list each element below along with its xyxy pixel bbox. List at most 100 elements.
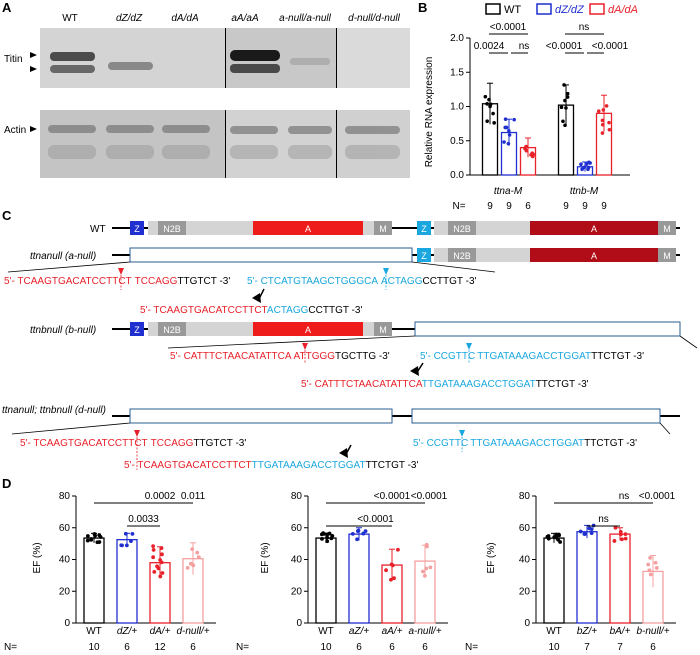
lane-label-dnull: d-null/d-null xyxy=(348,13,400,24)
seq-black: CCTTGT -3' xyxy=(422,276,476,287)
seq-black: TTCTGT -3' xyxy=(584,438,637,449)
actin-label: Actin xyxy=(4,125,26,136)
legend-dz: dZ/dZ xyxy=(555,4,585,16)
data-point xyxy=(503,117,508,121)
domain-z: Z xyxy=(134,325,140,335)
domain-m: M xyxy=(379,325,387,335)
n-value: 9 xyxy=(563,201,569,212)
data-point xyxy=(646,562,651,567)
data-point xyxy=(156,566,161,571)
lane-label-dz: dZ/dZ xyxy=(116,13,143,24)
x-tick-label: WT xyxy=(86,626,102,637)
n-label: N= xyxy=(452,201,465,212)
data-point xyxy=(546,534,551,538)
data-point xyxy=(422,574,427,578)
group-label: ttnb-M xyxy=(570,186,599,197)
x-tick-label: aA/+ xyxy=(382,626,403,637)
bar xyxy=(543,537,565,624)
data-point xyxy=(601,122,605,127)
pvalue: 0.0002 xyxy=(145,491,176,502)
n-value: 10 xyxy=(548,642,560,653)
x-tick-label: WT xyxy=(318,626,334,637)
data-point xyxy=(196,555,201,559)
n-value: 9 xyxy=(487,201,493,212)
data-point xyxy=(647,568,652,573)
seq-red: 5'- TCAAGTGACATCCTTCT xyxy=(140,305,268,316)
data-point xyxy=(152,570,157,574)
data-point xyxy=(654,566,659,570)
cut-site-icon xyxy=(134,430,140,437)
lane-label-anull: a-null/a-null xyxy=(279,13,331,24)
y-tick-label: 0.0 xyxy=(450,170,464,181)
n-value: 7 xyxy=(584,642,590,653)
data-point xyxy=(129,539,133,544)
bar xyxy=(609,533,631,624)
group-label: ttna-M xyxy=(494,186,523,197)
seq-blue: TTGATAAAGACCTGGAT xyxy=(422,379,536,390)
lane-label-wt: WT xyxy=(62,13,78,24)
cut-site-icon xyxy=(118,268,124,275)
n-label: N= xyxy=(465,642,478,653)
seq-blue: 5'- CTCATGTAAGCTGGGCA xyxy=(247,276,378,287)
data-point xyxy=(98,535,103,539)
seq-red: 5'- CATTTCTAACATATTCA xyxy=(301,379,423,390)
svg-text:5'- TCAAGTGACATCCTTCTTTGATAAAG: 5'- TCAAGTGACATCCTTCTTTGATAAAGACCTGGATTT… xyxy=(124,460,418,471)
x-tick-label: bZ/+ xyxy=(577,626,597,637)
data-point xyxy=(584,162,589,166)
arrow-icon xyxy=(30,52,37,58)
cut-site-icon xyxy=(459,430,465,437)
data-point xyxy=(392,576,396,581)
pvalue: <0.0001 xyxy=(592,41,629,52)
seq-red: TCCAGG xyxy=(151,438,194,449)
data-point xyxy=(355,537,359,542)
data-point xyxy=(565,91,570,96)
data-point xyxy=(556,537,560,542)
data-point xyxy=(563,98,567,103)
data-point xyxy=(384,568,388,573)
n-value: 12 xyxy=(154,642,166,653)
pvalue: 0.011 xyxy=(181,491,206,502)
cut-site-icon xyxy=(466,343,472,350)
bar xyxy=(83,537,105,624)
panel-c: C WT Z N2B A M Z N2B A M ttna xyxy=(2,208,698,471)
seq-red: 5'- TCAAGTGACATCCTTCT xyxy=(4,276,132,287)
seq-black: TTCTGT -3' xyxy=(591,351,644,362)
y-tick-label: 2.0 xyxy=(450,33,464,44)
y-tick-label: 0 xyxy=(64,618,70,629)
pvalue: ns xyxy=(598,514,609,525)
data-point xyxy=(195,550,200,555)
d-null-label: ttnanull; ttnbnull (d-null) xyxy=(2,405,106,416)
data-point xyxy=(95,540,100,545)
data-point xyxy=(160,571,165,575)
data-point xyxy=(325,532,330,537)
n-label: N= xyxy=(4,642,17,653)
domain-n2b: N2B xyxy=(163,325,181,335)
data-point xyxy=(648,555,653,560)
data-point xyxy=(85,534,90,538)
n-value: 9 xyxy=(601,201,607,212)
data-point xyxy=(504,125,509,130)
d-null-sequences: 5'- TCAAGTGACATCCTTCT TCCAGGTTGTCT -3' 5'… xyxy=(20,430,637,471)
data-point xyxy=(424,566,429,571)
arrow-icon xyxy=(30,66,37,72)
ef-axis-label: EF (%) xyxy=(260,542,271,573)
seq-blue: TTGATAAAGACCTGGAT xyxy=(252,460,366,471)
titin-label: Titin xyxy=(4,54,23,65)
y-axis-label: Relative RNA expression xyxy=(424,57,435,168)
arrow-down-icon xyxy=(252,293,261,303)
data-point xyxy=(485,102,489,106)
data-point xyxy=(530,151,535,155)
y-tick-label: 1.0 xyxy=(450,102,464,113)
domain-a: A xyxy=(591,224,597,234)
data-point xyxy=(85,538,90,543)
bar xyxy=(315,537,337,624)
panel-a: A WT dZ/dZ dA/dA aA/aA a-null/a-null d-n… xyxy=(2,0,410,178)
x-tick-label: a-null/+ xyxy=(408,626,441,637)
wt-label: WT xyxy=(90,224,106,235)
x-tick-label: aZ/+ xyxy=(349,626,369,637)
data-point xyxy=(580,167,584,172)
seq-red: ATTGGG xyxy=(294,351,336,362)
data-point xyxy=(485,119,489,123)
